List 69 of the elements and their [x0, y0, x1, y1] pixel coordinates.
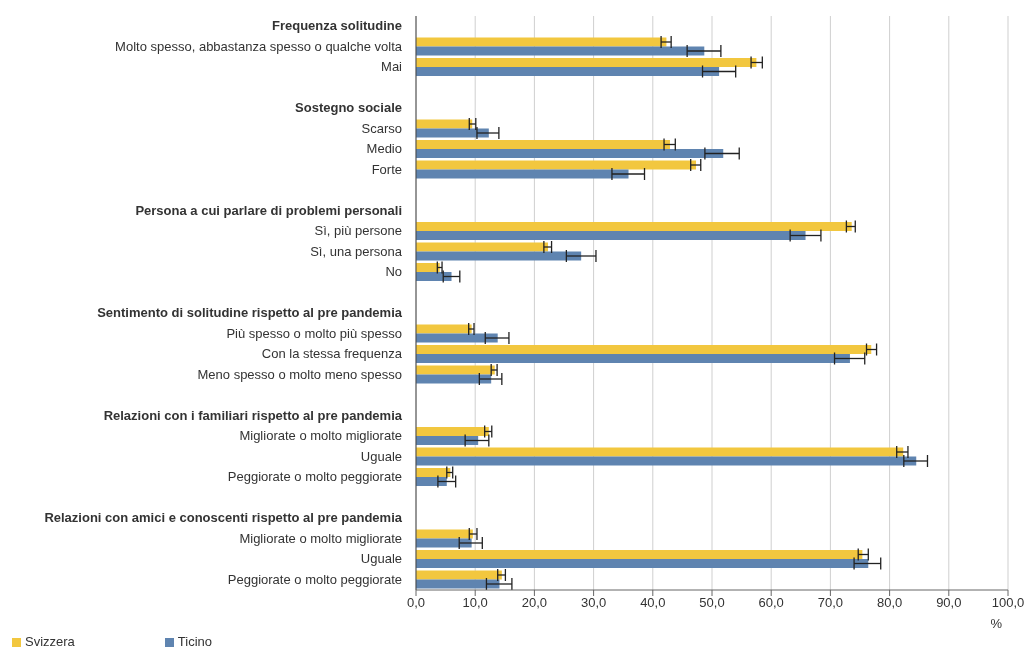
bar: [416, 272, 452, 281]
x-tick-label: 50,0: [699, 595, 725, 611]
bar: [416, 354, 850, 363]
y-tick-label: Sì, più persone: [314, 223, 402, 239]
y-tick-label: Migliorate o molto migliorate: [239, 530, 402, 546]
bar: [416, 58, 757, 67]
bar: [416, 550, 863, 559]
y-tick-label: Forte: [371, 161, 402, 177]
y-tick-label: Peggiorate o molto peggiorate: [227, 469, 402, 485]
bar: [416, 46, 705, 56]
bar: [416, 128, 489, 138]
bar: [416, 324, 472, 334]
bar: [416, 119, 473, 129]
y-tick-label: Frequenza solitudine: [271, 18, 402, 34]
y-tick-label: Con la stessa frequenza: [261, 346, 403, 362]
y-tick-label: No: [385, 264, 402, 280]
bar: [416, 222, 852, 231]
y-tick-label: Meno spesso o molto meno spesso: [197, 366, 402, 382]
bar: [416, 365, 495, 375]
y-tick-label: Scarso: [361, 120, 402, 136]
y-tick-label: Relazioni con i familiari rispetto al pre pandemia: [103, 407, 403, 423]
x-tick-label: 60,0: [758, 595, 784, 611]
bar: [416, 529, 473, 539]
y-tick-label: Più spesso o molto più spesso: [226, 325, 402, 341]
y-tick-label: Mai: [381, 59, 403, 75]
y-tick-label: Molto spesso, abbastanza spesso o qualche volta: [115, 38, 403, 54]
x-tick-label: 70,0: [817, 595, 844, 611]
bar: [416, 559, 869, 568]
y-tick-label: Relazioni con amici e conoscenti rispetto al pre pandemia: [44, 510, 403, 526]
bar: [416, 427, 489, 436]
bar: [416, 538, 472, 548]
y-tick-label: Sentimento di solitudine rispetto al pre pandemia: [97, 305, 403, 321]
y-tick-label: Persona a cui parlare di problemi personali: [135, 202, 402, 218]
y-tick-label: Migliorate o molto migliorate: [239, 428, 402, 444]
x-tick-label: 80,0: [876, 595, 903, 611]
x-tick-label: 10,0: [462, 595, 488, 611]
bar: [416, 345, 872, 354]
x-tick-label: 30,0: [580, 595, 607, 611]
x-axis-title: %: [990, 616, 1003, 631]
y-tick-label: Uguale: [360, 551, 402, 567]
bar: [416, 570, 502, 580]
bar: [416, 579, 500, 589]
y-tick-label: Peggiorate o molto peggiorate: [227, 571, 402, 587]
x-tick-label: 0,0: [406, 595, 426, 611]
bar: [416, 231, 806, 240]
bar: [416, 468, 451, 477]
bar: [416, 333, 498, 343]
bar: [416, 37, 667, 47]
x-tick-label: 100,0: [991, 595, 1025, 611]
bar: [416, 447, 904, 457]
legend-label: Ticino: [177, 634, 213, 649]
bar: [416, 160, 697, 170]
bar: [416, 140, 670, 149]
bar: [416, 436, 479, 445]
x-tick-label: 40,0: [640, 595, 666, 611]
bar: [416, 169, 629, 179]
x-tick-label: 90,0: [936, 595, 962, 611]
bar: [416, 67, 720, 76]
legend-label: Svizzera: [25, 634, 75, 649]
y-tick-label: Sostegno sociale: [295, 100, 402, 116]
y-tick-label: Uguale: [360, 448, 402, 464]
bar: [416, 251, 582, 261]
y-tick-label: Sì, una persona: [310, 243, 403, 259]
bar: [416, 242, 549, 252]
bar: [416, 374, 492, 384]
x-tick-label: 20,0: [521, 595, 548, 611]
bar: [416, 149, 724, 158]
bar: [416, 456, 917, 466]
y-tick-label: Medio: [366, 141, 402, 157]
